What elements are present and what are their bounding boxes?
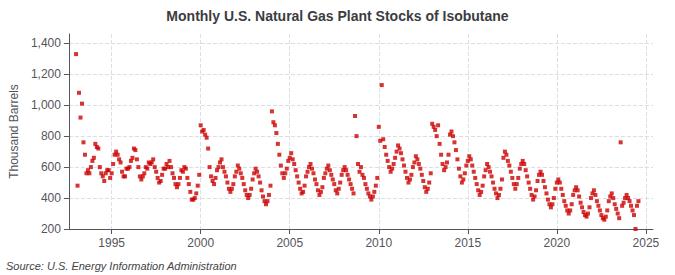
svg-text:Source: U.S. Energy Informatio: Source: U.S. Energy Information Administ… xyxy=(6,260,237,272)
svg-text:400: 400 xyxy=(41,191,61,205)
svg-text:200: 200 xyxy=(41,222,61,236)
svg-text:2025: 2025 xyxy=(633,236,660,250)
svg-text:2020: 2020 xyxy=(543,236,570,250)
svg-text:1,400: 1,400 xyxy=(31,36,61,50)
svg-text:2000: 2000 xyxy=(187,236,214,250)
svg-text:2010: 2010 xyxy=(365,236,392,250)
svg-text:2015: 2015 xyxy=(454,236,481,250)
svg-text:Thousand Barrels: Thousand Barrels xyxy=(7,84,21,179)
svg-text:2005: 2005 xyxy=(276,236,303,250)
svg-text:1,000: 1,000 xyxy=(31,98,61,112)
svg-text:Monthly U.S. Natural Gas Plant: Monthly U.S. Natural Gas Plant Stocks of… xyxy=(166,8,508,24)
svg-text:600: 600 xyxy=(41,160,61,174)
svg-text:800: 800 xyxy=(41,129,61,143)
svg-text:1995: 1995 xyxy=(98,236,125,250)
svg-text:1,200: 1,200 xyxy=(31,67,61,81)
